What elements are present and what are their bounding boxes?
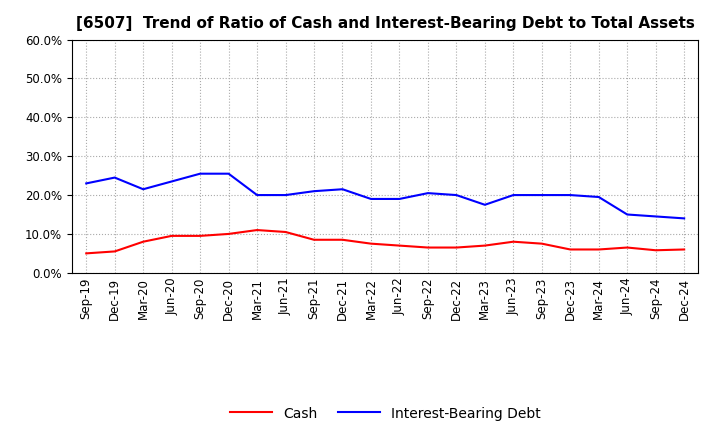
Cash xyxy=(623,245,631,250)
Cash xyxy=(423,245,432,250)
Cash xyxy=(652,248,660,253)
Interest-Bearing Debt xyxy=(338,187,347,192)
Interest-Bearing Debt xyxy=(652,214,660,219)
Interest-Bearing Debt xyxy=(595,194,603,200)
Interest-Bearing Debt xyxy=(423,191,432,196)
Interest-Bearing Debt xyxy=(623,212,631,217)
Cash xyxy=(282,229,290,235)
Title: [6507]  Trend of Ratio of Cash and Interest-Bearing Debt to Total Assets: [6507] Trend of Ratio of Cash and Intere… xyxy=(76,16,695,32)
Cash xyxy=(110,249,119,254)
Cash xyxy=(196,233,204,238)
Legend: Cash, Interest-Bearing Debt: Cash, Interest-Bearing Debt xyxy=(225,401,546,426)
Interest-Bearing Debt xyxy=(310,188,318,194)
Cash xyxy=(509,239,518,244)
Cash xyxy=(139,239,148,244)
Cash xyxy=(225,231,233,237)
Cash xyxy=(338,237,347,242)
Interest-Bearing Debt xyxy=(366,196,375,202)
Interest-Bearing Debt xyxy=(509,192,518,198)
Cash xyxy=(167,233,176,238)
Cash xyxy=(480,243,489,248)
Cash xyxy=(595,247,603,252)
Interest-Bearing Debt xyxy=(480,202,489,207)
Interest-Bearing Debt xyxy=(395,196,404,202)
Cash xyxy=(452,245,461,250)
Interest-Bearing Debt xyxy=(566,192,575,198)
Interest-Bearing Debt xyxy=(82,181,91,186)
Interest-Bearing Debt xyxy=(680,216,688,221)
Interest-Bearing Debt xyxy=(139,187,148,192)
Cash xyxy=(537,241,546,246)
Interest-Bearing Debt xyxy=(452,192,461,198)
Interest-Bearing Debt xyxy=(537,192,546,198)
Interest-Bearing Debt xyxy=(225,171,233,176)
Cash xyxy=(82,251,91,256)
Interest-Bearing Debt xyxy=(282,192,290,198)
Cash xyxy=(366,241,375,246)
Interest-Bearing Debt xyxy=(253,192,261,198)
Cash xyxy=(680,247,688,252)
Interest-Bearing Debt xyxy=(110,175,119,180)
Cash xyxy=(566,247,575,252)
Cash xyxy=(253,227,261,233)
Line: Cash: Cash xyxy=(86,230,684,253)
Cash xyxy=(395,243,404,248)
Cash xyxy=(310,237,318,242)
Line: Interest-Bearing Debt: Interest-Bearing Debt xyxy=(86,174,684,218)
Interest-Bearing Debt xyxy=(196,171,204,176)
Interest-Bearing Debt xyxy=(167,179,176,184)
